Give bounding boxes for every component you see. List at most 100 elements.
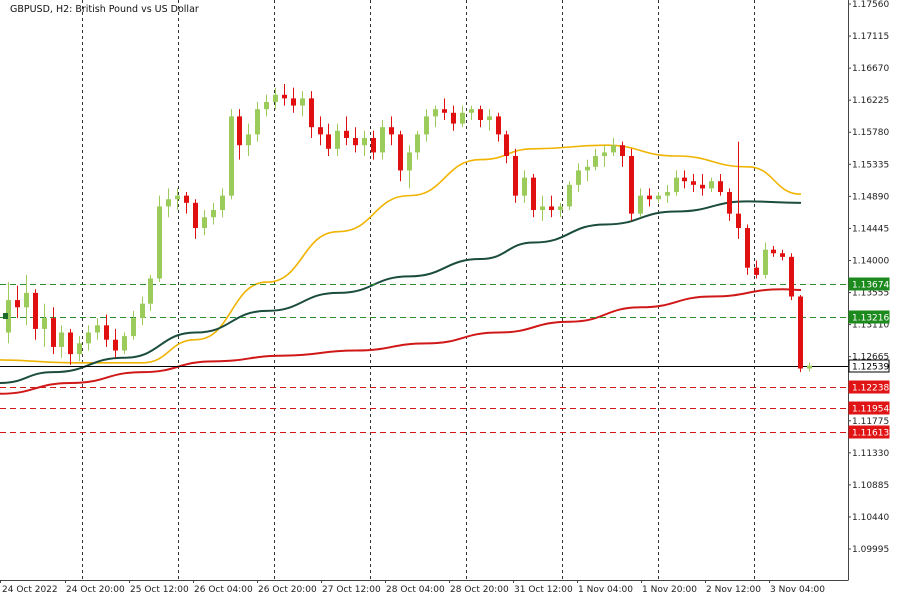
candle-body (202, 217, 207, 229)
candle (576, 163, 581, 193)
y-tick-label: 1.10885 (852, 481, 889, 491)
candle-body (309, 98, 314, 128)
candle (104, 314, 109, 347)
candle-body (51, 318, 56, 347)
candle (59, 325, 64, 358)
candle-body (326, 134, 331, 149)
level-tag-label: 1.11613 (852, 429, 889, 439)
candle-body (157, 206, 162, 279)
candle (513, 148, 518, 203)
candle-body (567, 184, 572, 207)
y-tick-label: 1.13555 (852, 289, 889, 299)
candle (629, 148, 634, 221)
candle-body (558, 206, 563, 211)
candle-body (24, 292, 29, 308)
level-tag-label: 1.12238 (852, 384, 889, 394)
candle (380, 119, 385, 160)
x-tick-label: 31 Oct 12:00 (514, 585, 573, 595)
x-tick-label: 26 Oct 04:00 (194, 585, 253, 595)
candle (140, 296, 145, 326)
candle-body (104, 325, 109, 340)
y-tick-label: 1.10440 (852, 513, 889, 523)
candle-body (184, 195, 189, 203)
y-tick-label: 1.15780 (852, 128, 889, 138)
candle-body (68, 332, 73, 355)
candle (273, 87, 278, 110)
candle-body (282, 94, 287, 99)
candle-body (424, 116, 429, 135)
candle (567, 181, 572, 211)
candle (682, 170, 687, 189)
candle-body (407, 152, 412, 171)
level-tags: 1.13674 1.13216 1.12539 1.12238 1.11954 1.116… (848, 277, 890, 439)
level-tag-resistance (848, 380, 890, 394)
candle (157, 195, 162, 283)
x-tick-label: 28 Oct 04:00 (386, 585, 445, 595)
candle (193, 199, 198, 239)
y-tick-label: 1.15335 (852, 160, 889, 170)
candle (763, 242, 768, 279)
candle-body (211, 210, 216, 218)
candle-body (95, 325, 100, 333)
candle-body (700, 184, 705, 189)
candle (771, 246, 776, 257)
candle-body (148, 278, 153, 304)
candle-body (415, 134, 420, 153)
candle (665, 184, 670, 203)
x-tick-label: 1 Nov 20:00 (642, 585, 697, 595)
candle (496, 112, 501, 142)
level-tag-label: 1.11954 (852, 405, 889, 415)
candle (175, 188, 180, 211)
y-tick-label: 1.11775 (852, 417, 889, 427)
candle-body (549, 206, 554, 211)
candle (122, 332, 127, 355)
candle-body (344, 130, 349, 138)
candle (531, 174, 536, 218)
level-tag-label: 1.13674 (852, 281, 889, 291)
candle-body (300, 98, 305, 106)
x-tick-label: 3 Nov 04:00 (770, 585, 825, 595)
candle-body (522, 177, 527, 196)
candle-body (15, 300, 20, 308)
candle-body (754, 267, 759, 275)
level-tag-support (848, 277, 890, 291)
candle (51, 307, 56, 355)
candle (68, 328, 73, 365)
candle-body (638, 195, 643, 214)
candle (807, 362, 812, 372)
candle (326, 123, 331, 157)
candle-body (113, 339, 118, 351)
level-tag-current (848, 359, 890, 373)
candle (442, 98, 447, 120)
candle-body (763, 249, 768, 275)
candle-body (86, 332, 91, 344)
candle (264, 94, 269, 117)
candle (451, 105, 456, 131)
candle (407, 145, 412, 189)
candle (700, 174, 705, 196)
candle (549, 195, 554, 218)
candle (460, 105, 465, 128)
candle-body (380, 127, 385, 153)
candle (211, 202, 216, 225)
candle-body (318, 127, 323, 135)
candle (540, 195, 545, 221)
candle (754, 260, 759, 279)
candle (362, 130, 367, 157)
candle (602, 145, 607, 167)
candle (166, 188, 171, 218)
candle (487, 109, 492, 131)
candle-body (175, 195, 180, 200)
candle-body (398, 134, 403, 171)
candle (335, 123, 340, 157)
candle-body (229, 116, 234, 196)
candle-body (478, 109, 483, 120)
candle (33, 289, 38, 340)
ma-line-mid (0, 200, 802, 384)
candle (291, 87, 296, 113)
candle-body (460, 112, 465, 124)
candle (504, 130, 509, 164)
candle-body (33, 292, 38, 329)
